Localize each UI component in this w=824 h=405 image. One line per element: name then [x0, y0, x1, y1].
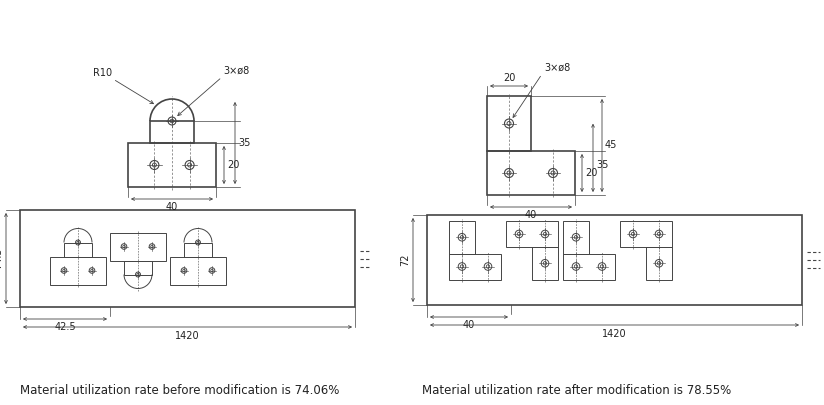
Text: 45: 45 — [605, 141, 617, 151]
Text: 20: 20 — [227, 160, 240, 170]
Bar — [20, 210, 355, 307]
Text: 1420: 1420 — [602, 329, 627, 339]
Bar — [449, 254, 501, 279]
Text: 1420: 1420 — [176, 331, 199, 341]
Text: 3×ø8: 3×ø8 — [544, 63, 570, 73]
Text: 40: 40 — [463, 320, 475, 330]
Bar — [150, 121, 194, 143]
Bar — [64, 243, 92, 256]
Text: 20: 20 — [585, 168, 597, 178]
Bar — [124, 260, 152, 275]
Text: 40: 40 — [525, 210, 537, 220]
Bar — [487, 151, 575, 195]
Text: Material utilization rate after modification is 78.55%: Material utilization rate after modifica… — [422, 384, 731, 397]
Bar — [532, 247, 558, 279]
Bar — [449, 221, 475, 254]
Text: 35: 35 — [238, 138, 250, 148]
Text: 72: 72 — [400, 254, 410, 266]
Text: Material utilization rate before modification is 74.06%: Material utilization rate before modific… — [20, 384, 339, 397]
Text: 42.5: 42.5 — [54, 322, 76, 332]
Bar — [563, 221, 589, 254]
Bar — [50, 256, 106, 284]
Bar — [110, 232, 166, 260]
Text: 20: 20 — [503, 73, 515, 83]
Bar — [128, 143, 216, 187]
Bar — [506, 221, 558, 247]
Bar — [184, 243, 212, 256]
Bar — [563, 254, 615, 279]
Text: 74.5: 74.5 — [0, 248, 3, 269]
Bar — [487, 96, 531, 151]
Text: 40: 40 — [166, 202, 178, 212]
Bar — [170, 256, 226, 284]
Text: 3×ø8: 3×ø8 — [223, 66, 249, 76]
Bar — [427, 215, 802, 305]
Text: R10: R10 — [93, 68, 112, 78]
Text: 35: 35 — [596, 160, 608, 170]
Bar — [620, 221, 672, 247]
Bar — [646, 247, 672, 279]
